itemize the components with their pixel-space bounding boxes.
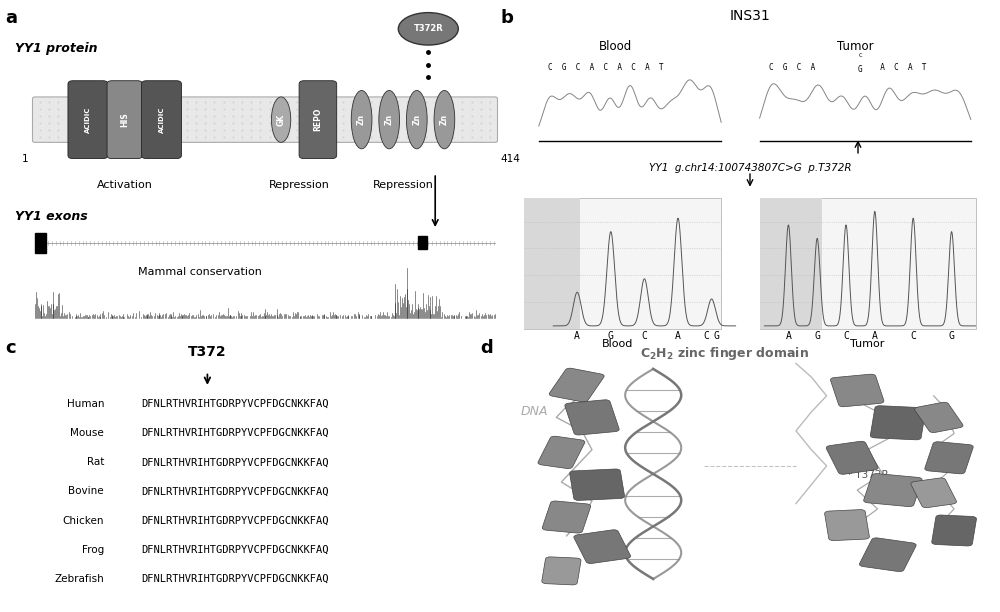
- FancyBboxPatch shape: [35, 233, 46, 253]
- Text: YY1  g.chr14:100743807C>G  p.T372R: YY1 g.chr14:100743807C>G p.T372R: [649, 163, 851, 173]
- Text: 1: 1: [22, 154, 28, 163]
- Ellipse shape: [351, 91, 372, 149]
- Text: $\mathregular{C_2H_2}$ zinc finger domain: $\mathregular{C_2H_2}$ zinc finger domai…: [640, 345, 809, 362]
- Text: Repression: Repression: [269, 180, 330, 190]
- Text: DFNLRTHVRIHTGDRPYVCPFDGCNKKFAQ: DFNLRTHVRIHTGDRPYVCPFDGCNKKFAQ: [142, 428, 329, 438]
- Text: GK: GK: [277, 114, 286, 125]
- Text: YY1 protein: YY1 protein: [15, 42, 98, 55]
- Text: Activation: Activation: [97, 180, 153, 190]
- Text: DFNLRTHVRIHTGDRPYVCPFDGCNKKFAQ: DFNLRTHVRIHTGDRPYVCPFDGCNKKFAQ: [142, 487, 329, 496]
- Text: Zn: Zn: [385, 114, 394, 125]
- Ellipse shape: [406, 91, 427, 149]
- Text: Blood: Blood: [599, 40, 632, 53]
- FancyBboxPatch shape: [524, 198, 721, 329]
- Text: 414: 414: [500, 154, 520, 163]
- Text: Mouse: Mouse: [70, 428, 104, 438]
- Text: c: c: [5, 339, 16, 357]
- FancyBboxPatch shape: [830, 374, 884, 407]
- Text: G: G: [713, 331, 719, 341]
- Text: C  G  C  A  C  A  C  A  T: C G C A C A C A T: [548, 63, 664, 72]
- Text: A: A: [574, 331, 580, 341]
- Text: Tumor: Tumor: [837, 40, 874, 53]
- FancyBboxPatch shape: [760, 198, 976, 329]
- Text: DFNLRTHVRIHTGDRPYVCPFDGCNKKFAQ: DFNLRTHVRIHTGDRPYVCPFDGCNKKFAQ: [142, 399, 329, 409]
- Text: REPO: REPO: [313, 108, 322, 132]
- FancyBboxPatch shape: [549, 368, 604, 402]
- FancyBboxPatch shape: [915, 402, 963, 433]
- FancyBboxPatch shape: [864, 474, 922, 507]
- Text: T372R: T372R: [413, 24, 443, 33]
- FancyBboxPatch shape: [570, 469, 625, 501]
- Text: Zn: Zn: [357, 114, 366, 125]
- FancyBboxPatch shape: [142, 81, 181, 159]
- FancyBboxPatch shape: [542, 557, 581, 585]
- FancyBboxPatch shape: [911, 478, 957, 508]
- FancyBboxPatch shape: [825, 510, 869, 540]
- FancyBboxPatch shape: [925, 442, 973, 474]
- FancyBboxPatch shape: [68, 81, 108, 159]
- Text: T372: T372: [188, 345, 227, 359]
- Ellipse shape: [398, 13, 458, 45]
- FancyBboxPatch shape: [870, 406, 926, 440]
- Text: Repression: Repression: [373, 180, 433, 190]
- FancyBboxPatch shape: [760, 198, 822, 329]
- Text: ACIDIC: ACIDIC: [85, 106, 91, 133]
- FancyBboxPatch shape: [418, 236, 427, 250]
- Text: b: b: [500, 9, 513, 28]
- FancyBboxPatch shape: [826, 441, 878, 474]
- FancyBboxPatch shape: [32, 97, 498, 143]
- Text: Mammal conservation: Mammal conservation: [138, 267, 262, 277]
- Text: Chicken: Chicken: [62, 515, 104, 526]
- Text: A: A: [872, 331, 878, 341]
- Text: Human: Human: [66, 399, 104, 409]
- FancyBboxPatch shape: [107, 81, 142, 159]
- Text: * T372R: * T372R: [847, 470, 889, 480]
- Text: DFNLRTHVRIHTGDRPYVCPFDGCNKKFAQ: DFNLRTHVRIHTGDRPYVCPFDGCNKKFAQ: [142, 574, 329, 584]
- Text: Zebrafish: Zebrafish: [54, 574, 104, 584]
- Text: Rat: Rat: [87, 457, 104, 468]
- Text: Bovine: Bovine: [68, 487, 104, 496]
- Text: A  C  A  T: A C A T: [871, 63, 926, 72]
- FancyBboxPatch shape: [932, 515, 976, 546]
- Text: C: C: [859, 53, 862, 58]
- Text: DFNLRTHVRIHTGDRPYVCPFDGCNKKFAQ: DFNLRTHVRIHTGDRPYVCPFDGCNKKFAQ: [142, 457, 329, 468]
- FancyBboxPatch shape: [565, 400, 619, 435]
- Text: A: A: [675, 331, 681, 341]
- FancyBboxPatch shape: [542, 501, 591, 533]
- Text: G: G: [949, 331, 955, 341]
- Text: C: C: [704, 331, 710, 341]
- Text: INS31: INS31: [730, 9, 770, 23]
- Text: d: d: [480, 339, 493, 357]
- FancyBboxPatch shape: [299, 81, 337, 159]
- Ellipse shape: [379, 91, 400, 149]
- Text: C  G  C  A: C G C A: [769, 63, 815, 72]
- FancyBboxPatch shape: [538, 436, 585, 469]
- FancyBboxPatch shape: [524, 198, 580, 329]
- Text: DFNLRTHVRIHTGDRPYVCPFDGCNKKFAQ: DFNLRTHVRIHTGDRPYVCPFDGCNKKFAQ: [142, 545, 329, 555]
- Text: DNA: DNA: [521, 406, 548, 419]
- Text: Zn: Zn: [412, 114, 421, 125]
- Text: A: A: [785, 331, 791, 341]
- Text: HIS: HIS: [120, 112, 129, 127]
- Text: a: a: [5, 9, 17, 28]
- Text: DFNLRTHVRIHTGDRPYVCPFDGCNKKFAQ: DFNLRTHVRIHTGDRPYVCPFDGCNKKFAQ: [142, 515, 329, 526]
- Ellipse shape: [271, 97, 291, 143]
- Text: C: C: [641, 331, 647, 341]
- Text: Tumor: Tumor: [850, 339, 885, 349]
- Text: C: C: [843, 331, 849, 341]
- Ellipse shape: [434, 91, 455, 149]
- Text: G: G: [608, 331, 614, 341]
- Text: G: G: [814, 331, 820, 341]
- FancyBboxPatch shape: [574, 530, 631, 564]
- Text: G: G: [858, 65, 863, 74]
- Text: Frog: Frog: [82, 545, 104, 555]
- Text: Blood: Blood: [602, 339, 634, 349]
- Text: ACIDIC: ACIDIC: [159, 106, 165, 133]
- Text: YY1 exons: YY1 exons: [15, 211, 88, 223]
- Text: C: C: [910, 331, 916, 341]
- Text: Zn: Zn: [440, 114, 449, 125]
- FancyBboxPatch shape: [859, 538, 916, 572]
